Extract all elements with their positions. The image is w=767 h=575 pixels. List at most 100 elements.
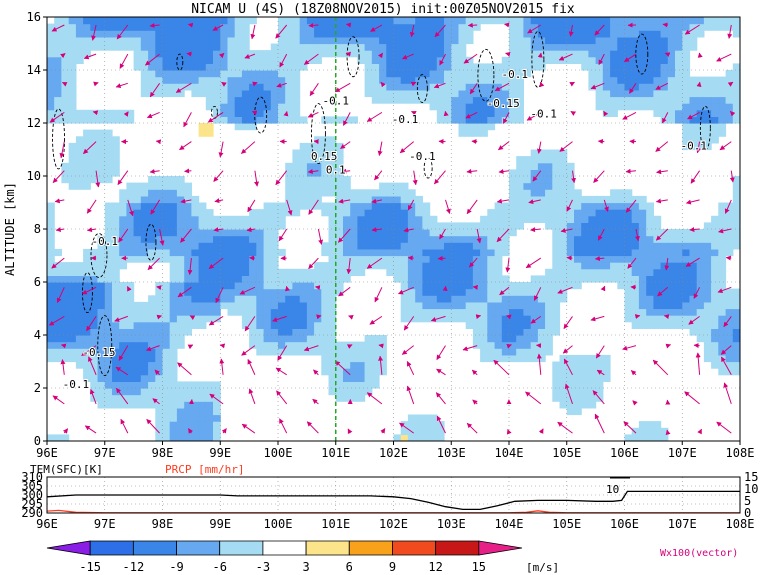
u-cell [227, 275, 236, 283]
u-cell [61, 315, 70, 323]
u-cell [595, 83, 604, 91]
wind-vector [180, 228, 192, 243]
u-cell [241, 36, 250, 45]
u-cell [104, 361, 113, 369]
u-cell [718, 348, 727, 356]
u-cell [184, 222, 192, 230]
u-cell [357, 215, 366, 223]
u-cell [285, 268, 293, 276]
u-cell [660, 295, 669, 303]
wind-vector [156, 314, 163, 320]
u-cell [725, 242, 734, 250]
u-cell [176, 295, 185, 303]
u-cell [675, 63, 683, 71]
u-cell [162, 17, 171, 25]
u-cell [595, 381, 604, 389]
u-cell [263, 262, 272, 270]
u-cell [328, 301, 337, 310]
u-cell [155, 381, 164, 389]
u-cell [393, 96, 402, 104]
u-cell [104, 169, 113, 177]
u-cell [350, 202, 358, 210]
x-axis-ticks: 96E 97E 98E 99E 100E 101E 102E 103E 104E 105E 106E… [36, 441, 754, 460]
u-cell [545, 30, 553, 38]
u-cell [278, 215, 286, 223]
u-cell [97, 321, 106, 329]
u-cell [119, 321, 127, 329]
u-wind-shading [47, 17, 740, 441]
u-cell [162, 434, 171, 441]
u-cell [241, 96, 250, 104]
u-cell [47, 63, 55, 71]
wind-vector [685, 199, 700, 205]
u-cell [552, 288, 561, 296]
u-cell [126, 116, 135, 124]
u-cell [451, 301, 460, 310]
wind-vector [81, 286, 97, 295]
u-cell [610, 89, 618, 98]
u-cell [314, 17, 322, 25]
u-cell [75, 341, 84, 349]
u-cell [119, 341, 127, 349]
u-cell [364, 17, 373, 25]
u-cell [458, 229, 467, 237]
u-cell [711, 129, 719, 137]
u-cell [61, 56, 70, 64]
u-cell [234, 282, 243, 290]
u-cell [357, 56, 366, 64]
u-cell [314, 136, 322, 144]
u-cell [465, 76, 474, 84]
u-cell [61, 96, 70, 104]
u-cell [595, 242, 604, 250]
u-cell [516, 156, 524, 164]
u-cell [119, 335, 127, 343]
u-cell [581, 43, 589, 51]
u-cell [292, 315, 301, 323]
u-cell [148, 30, 156, 38]
u-cell [638, 17, 647, 25]
wind-vector [213, 227, 224, 233]
u-cell [169, 268, 178, 276]
u-cell [162, 394, 171, 402]
u-cell [140, 394, 149, 402]
u-cell [357, 388, 366, 396]
u-cell [104, 301, 113, 310]
u-cell [278, 23, 286, 31]
u-cell [415, 248, 423, 257]
u-cell [400, 242, 409, 250]
u-cell [328, 354, 337, 363]
wind-vector [594, 24, 605, 36]
u-cell [386, 36, 395, 45]
u-cell [523, 17, 532, 25]
u-cell [343, 222, 351, 230]
u-cell [364, 374, 373, 382]
u-cell [487, 295, 496, 303]
u-cell [703, 341, 712, 349]
u-cell [205, 229, 214, 237]
u-cell [169, 50, 178, 58]
u-cell [465, 96, 474, 104]
u-cell [581, 36, 589, 45]
u-cell [184, 248, 192, 257]
u-cell [465, 301, 474, 310]
u-cell [176, 23, 185, 31]
u-cell [494, 328, 503, 336]
u-cell [509, 109, 517, 117]
wind-vector [527, 24, 542, 34]
u-cell [292, 268, 301, 276]
u-cell [285, 308, 293, 316]
u-cell [299, 282, 308, 290]
u-cell [198, 407, 207, 416]
u-cell [400, 229, 409, 237]
u-cell [675, 103, 683, 111]
u-cell [472, 129, 481, 137]
w-contours [52, 30, 711, 377]
u-cell [97, 308, 106, 316]
u-cell [371, 209, 380, 217]
u-cell [393, 83, 402, 91]
u-cell [523, 354, 532, 363]
u-cell [176, 56, 185, 64]
u-cell [595, 23, 604, 31]
u-cell [328, 50, 337, 58]
u-cell [559, 17, 568, 25]
